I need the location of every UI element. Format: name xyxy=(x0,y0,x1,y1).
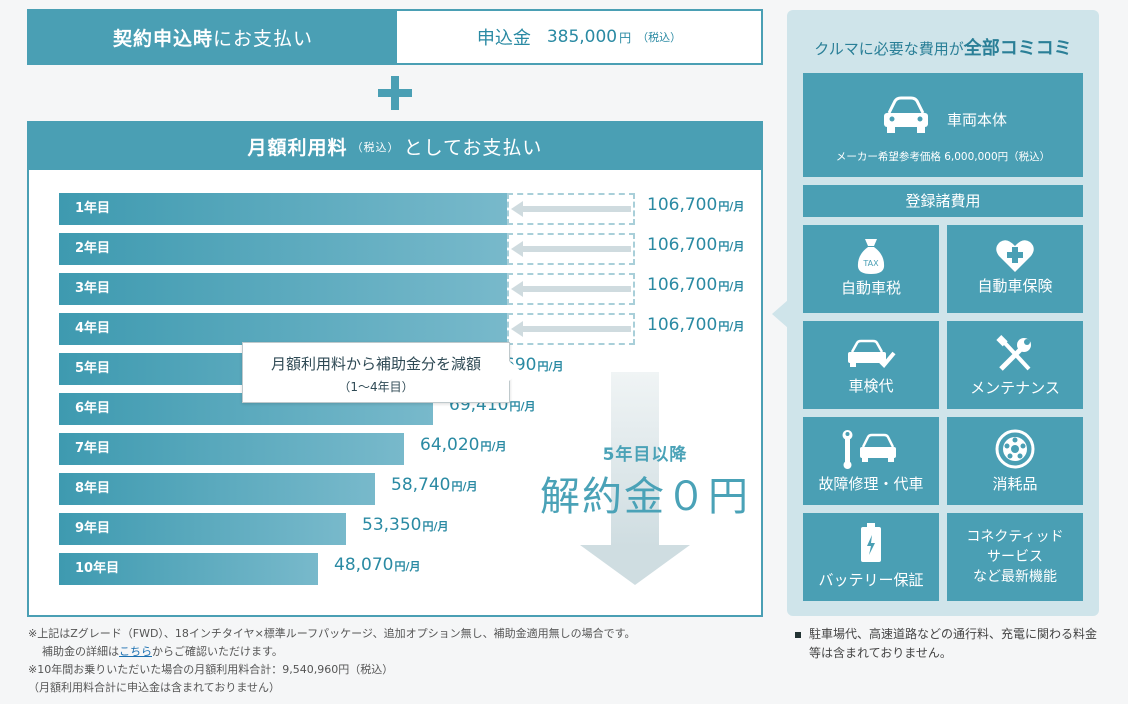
year-bar: 9年目 xyxy=(59,513,346,545)
callout-line1: 月額利用料から補助金分を減額 xyxy=(270,355,481,373)
tile-vehicle: 車両本体 メーカー希望参考価格 6,000,000円（税込） xyxy=(803,73,1083,177)
fee-amount: 385,000 xyxy=(546,27,618,47)
tile-maintenance: メンテナンス xyxy=(947,321,1083,409)
heart-plus-icon xyxy=(947,239,1083,273)
tile-repair-label: 故障修理・代車 xyxy=(818,475,924,493)
year-bar: 2年目 xyxy=(59,233,507,265)
tile-maintenance-label: メンテナンス xyxy=(970,379,1060,397)
vehicle-price: メーカー希望参考価格 6,000,000円（税込） xyxy=(835,151,1051,163)
tile-insurance: 自動車保険 xyxy=(947,225,1083,313)
application-fee: 申込金 385,000 円 （税込） xyxy=(397,11,761,63)
subsidy-reduction-box xyxy=(507,233,635,265)
car-check-icon xyxy=(803,339,939,369)
vehicle-label: 車両本体 xyxy=(947,111,1008,129)
free-cancel-value: 解約金０円 xyxy=(540,474,750,520)
note-line4: （月額利用料合計に申込金は含まれておりません） xyxy=(28,681,281,694)
tile-registration: 登録諸費用 xyxy=(803,185,1083,217)
side-title: クルマに必要な費用が全部コミコミ xyxy=(814,38,1072,59)
tile-consumables-label: 消耗品 xyxy=(992,475,1038,493)
side-note-line2: 等は含まれておりません。 xyxy=(809,646,952,660)
subsidy-reduction-box xyxy=(507,313,635,345)
monthly-price: 106,700円/月 xyxy=(647,195,745,215)
tile-inspection: 車検代 xyxy=(803,321,939,409)
subsidy-callout: 月額利用料から補助金分を減額 （1〜4年目） xyxy=(242,342,521,403)
upfront-payment-row: 契約申込時 にお支払い 申込金 385,000 円 （税込） xyxy=(27,9,763,65)
free-cancel-label: 5年目以降 xyxy=(602,445,688,465)
subsidy-reduction-box xyxy=(507,273,635,305)
subsidy-reduction-box xyxy=(507,193,635,225)
footnotes: ※上記はZグレード（FWD）、18インチタイヤ×標準ルーフパッケージ、追加オプシ… xyxy=(28,625,636,697)
upfront-label-rest: にお支払い xyxy=(213,27,314,50)
side-note-line1: 駐車場代、高速道路などの通行料、充電に関わる料金 xyxy=(809,627,1098,641)
note-line1: ※上記はZグレード（FWD）、18インチタイヤ×標準ルーフパッケージ、追加オプシ… xyxy=(28,627,636,640)
note-line3: ※10年間お乗りいただいた場合の月額利用料合計：9,540,960円（税込） xyxy=(28,663,394,676)
subsidy-details-link[interactable]: こちら xyxy=(119,645,152,658)
tax-bag-icon: TAX xyxy=(803,237,939,275)
tile-consumables: 消耗品 xyxy=(947,417,1083,505)
monthly-fee-header: 月額利用料 （税込） としてお支払い xyxy=(29,123,761,170)
side-footnote: 駐車場代、高速道路などの通行料、充電に関わる料金 等は含まれておりません。 xyxy=(795,625,1097,663)
arrow-left-icon xyxy=(511,241,523,257)
tile-battery: バッテリー保証 xyxy=(803,513,939,601)
included-costs-panel: クルマに必要な費用が全部コミコミ 車両本体 メーカー希望参考価格 6,000,0… xyxy=(787,10,1099,616)
down-arrow-icon xyxy=(580,372,690,586)
fee-tax: （税込） xyxy=(637,31,682,44)
monthly-price: 53,350円/月 xyxy=(362,515,449,535)
fee-unit: 円 xyxy=(619,30,632,45)
upfront-label: 契約申込時 にお支払い xyxy=(29,11,397,63)
monthly-head-bold: 月額利用料 xyxy=(247,137,348,159)
reduction-arrow-icon xyxy=(521,326,631,332)
year-bar: 7年目 xyxy=(59,433,404,465)
year-bar: 4年目 xyxy=(59,313,507,345)
svg-text:TAX: TAX xyxy=(862,259,879,268)
connected-line3: など最新機能 xyxy=(973,569,1057,585)
plus-icon xyxy=(378,76,412,110)
side-panel-pointer xyxy=(772,300,788,328)
connected-line2: サービス xyxy=(987,549,1043,565)
tile-auto-tax-label: 自動車税 xyxy=(840,279,901,297)
monthly-price: 58,740円/月 xyxy=(391,475,478,495)
monthly-price: 106,700円/月 xyxy=(647,275,745,295)
reduction-arrow-icon xyxy=(521,246,631,252)
tile-battery-label: バッテリー保証 xyxy=(818,571,924,589)
monthly-price: 106,700円/月 xyxy=(647,235,745,255)
year-bar: 8年目 xyxy=(59,473,375,505)
battery-icon xyxy=(803,523,939,563)
tile-auto-tax: TAX 自動車税 xyxy=(803,225,939,313)
wrench-car-icon xyxy=(803,429,939,469)
tire-icon xyxy=(947,429,1083,469)
fee-label: 申込金 xyxy=(476,28,531,49)
tile-connected: コネクティッド サービス など最新機能 xyxy=(947,513,1083,601)
monthly-head-small: （税込） xyxy=(351,140,400,154)
connected-line1: コネクティッド xyxy=(966,529,1064,545)
monthly-price: 106,700円/月 xyxy=(647,315,745,335)
reduction-arrow-icon xyxy=(521,206,631,212)
monthly-price: 48,070円/月 xyxy=(334,555,421,575)
year-bar: 3年目 xyxy=(59,273,507,305)
monthly-price: 64,020円/月 xyxy=(420,435,507,455)
arrow-left-icon xyxy=(511,321,523,337)
tile-inspection-label: 車検代 xyxy=(848,377,894,395)
year-bar: 10年目 xyxy=(59,553,318,585)
year-bar: 1年目 xyxy=(59,193,507,225)
tile-insurance-label: 自動車保険 xyxy=(977,277,1053,295)
car-icon xyxy=(881,95,931,135)
arrow-left-icon xyxy=(511,281,523,297)
note-line2: 補助金の詳細はこちらからご確認いただけます。 xyxy=(42,645,283,658)
tools-icon xyxy=(947,335,1083,375)
tile-repair: 故障修理・代車 xyxy=(803,417,939,505)
monthly-fee-panel: 月額利用料 （税込） としてお支払い 1年目 106,700円/月 2年目 106,700… xyxy=(27,121,763,617)
reduction-arrow-icon xyxy=(521,286,631,292)
monthly-head-rest: としてお支払い xyxy=(403,137,543,159)
callout-line2: （1〜4年目） xyxy=(338,380,414,394)
upfront-label-bold: 契約申込時 xyxy=(112,27,213,50)
arrow-left-icon xyxy=(511,201,523,217)
